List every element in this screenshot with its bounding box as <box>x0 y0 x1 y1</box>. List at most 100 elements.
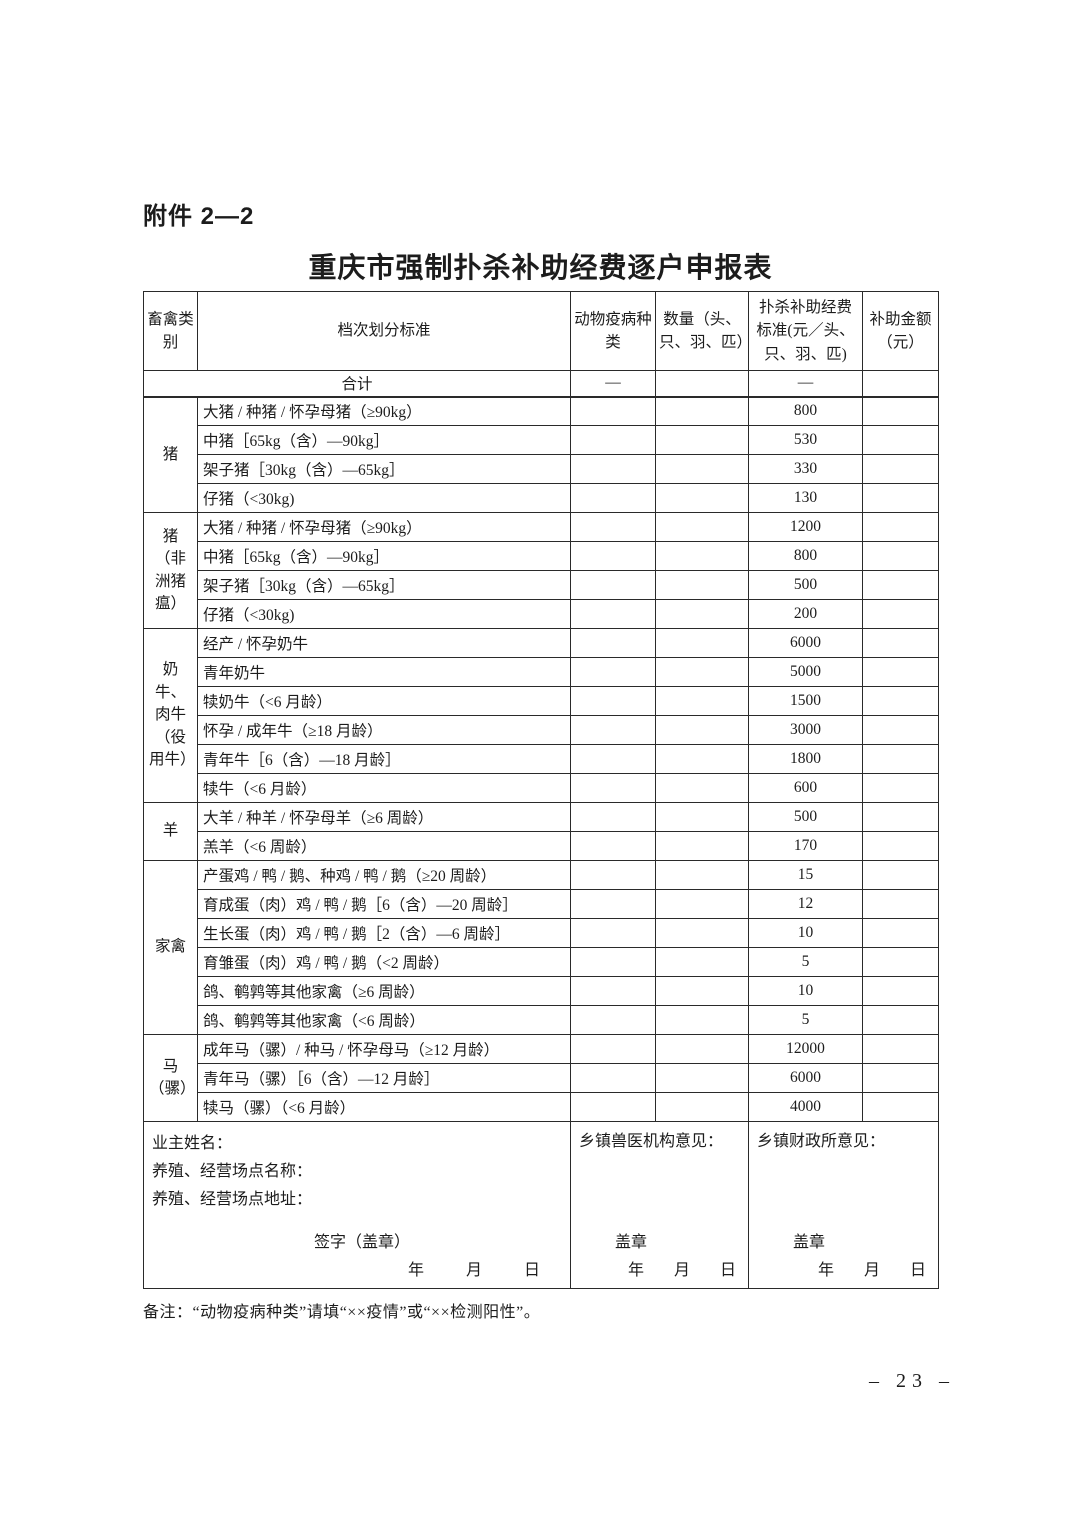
total-amount-cell <box>862 370 939 398</box>
quantity-cell <box>655 860 749 890</box>
table-row: 青年牛［6（含）—18 月龄］ 1800 <box>144 744 939 774</box>
grade-cell: 大羊 / 种羊 / 怀孕母羊（≥6 周龄） <box>197 802 571 832</box>
table-row: 犊奶牛（<6 月龄） 1500 <box>144 686 939 716</box>
amount-cell <box>862 773 939 803</box>
grade-cell: 青年牛［6（含）—18 月龄］ <box>197 744 571 774</box>
standard-cell: 500 <box>748 570 863 600</box>
standard-cell: 5000 <box>748 657 863 687</box>
table-row: 中猪［65kg（含）—90kg］ 800 <box>144 541 939 571</box>
grade-cell: 育成蛋（肉）鸡 / 鸭 / 鹅［6（含）—20 周龄］ <box>197 889 571 919</box>
grade-cell: 鸽、鹌鹑等其他家禽（≥6 周龄） <box>197 976 571 1006</box>
amount-cell <box>862 425 939 455</box>
disease-cell <box>570 860 656 890</box>
amount-cell <box>862 918 939 948</box>
grade-cell: 犊奶牛（<6 月龄） <box>197 686 571 716</box>
disease-cell <box>570 715 656 745</box>
amount-cell <box>862 512 939 542</box>
standard-cell: 1500 <box>748 686 863 716</box>
table-row: 仔猪（<30kg) 130 <box>144 483 939 513</box>
grade-cell: 仔猪（<30kg) <box>197 599 571 629</box>
table-row: 猪（非洲猪瘟） 大猪 / 种猪 / 怀孕母猪（≥90kg） 1200 <box>143 512 939 629</box>
standard-cell: 5 <box>748 1005 863 1035</box>
standard-cell: 200 <box>748 599 863 629</box>
column-header: 档次划分标准 <box>197 291 571 371</box>
date-part: 月 <box>863 1262 880 1279</box>
grade-cell: 成年马（骡）/ 种马 / 怀孕母马（≥12 月龄） <box>197 1034 571 1064</box>
grade-cell: 犊牛（<6 月龄） <box>197 773 571 803</box>
table-row: 奶牛、肉牛（役用牛） 经产 / 怀孕奶牛 6000 <box>143 628 939 803</box>
table-row: 青年马（骡）［6（含）—12 月龄］ 6000 <box>144 1063 939 1093</box>
standard-cell: 5 <box>748 947 863 977</box>
date-line: 年月日 <box>572 1252 748 1288</box>
column-header: 数量（头、只、羽、匹） <box>655 291 749 371</box>
grade-cell: 架子猪［30kg（含）—65kg］ <box>197 454 571 484</box>
amount-cell <box>862 976 939 1006</box>
standard-cell: 530 <box>748 425 863 455</box>
standard-cell: 3000 <box>748 715 863 745</box>
amount-cell <box>862 599 939 629</box>
category-cell: 猪 <box>143 396 198 513</box>
disease-cell <box>570 889 656 919</box>
standard-cell: 12000 <box>748 1034 863 1064</box>
date-part: 日 <box>909 1262 926 1279</box>
table-row: 育成蛋（肉）鸡 / 鸭 / 鹅［6（含）—20 周龄］ 12 <box>144 889 939 919</box>
quantity-cell <box>655 599 749 629</box>
grade-cell: 大猪 / 种猪 / 怀孕母猪（≥90kg） <box>197 396 571 426</box>
page-number: – 23 – <box>869 1370 955 1392</box>
standard-cell: 12 <box>748 889 863 919</box>
standard-cell: 6000 <box>748 1063 863 1093</box>
quantity-cell <box>655 1034 749 1064</box>
disease-cell <box>570 831 656 861</box>
total-standard-cell: — <box>748 370 863 398</box>
quantity-cell <box>655 889 749 919</box>
disease-cell <box>570 918 656 948</box>
table-row: 鸽、鹌鹑等其他家禽（≥6 周龄） 10 <box>144 976 939 1006</box>
standard-cell: 330 <box>748 454 863 484</box>
owner-cell: 业主姓名： 养殖、经营场点名称： 养殖、经营场点地址： 签字（盖章） 年 月 日 <box>143 1121 571 1289</box>
quantity-cell <box>655 918 749 948</box>
grade-cell: 青年马（骡）［6（含）—12 月龄］ <box>197 1063 571 1093</box>
disease-cell <box>570 454 656 484</box>
category-cell: 猪（非洲猪瘟） <box>143 512 198 629</box>
quantity-cell <box>655 802 749 832</box>
table-row: 中猪［65kg（含）—90kg］ 530 <box>144 425 939 455</box>
standard-cell: 800 <box>748 396 863 426</box>
seal-label: 盖章 <box>793 1234 826 1251</box>
finance-opinion-cell-label: 乡镇财政所意见： <box>757 1133 886 1150</box>
date-part: 月 <box>673 1262 690 1279</box>
quantity-cell <box>655 512 749 542</box>
quantity-cell <box>655 831 749 861</box>
standard-cell: 10 <box>748 976 863 1006</box>
seal-label: 盖章 <box>615 1234 648 1251</box>
grade-cell: 生长蛋（肉）鸡 / 鸭 / 鹅［2（含）—6 周龄］ <box>197 918 571 948</box>
grade-cell: 大猪 / 种猪 / 怀孕母猪（≥90kg） <box>197 512 571 542</box>
quantity-cell <box>655 425 749 455</box>
grade-cell: 鸽、鹌鹑等其他家禽（<6 周龄） <box>197 1005 571 1035</box>
grade-cell: 中猪［65kg（含）—90kg］ <box>197 425 571 455</box>
disease-cell <box>570 1034 656 1064</box>
grade-cell: 经产 / 怀孕奶牛 <box>197 628 571 658</box>
table-row: 架子猪［30kg（含）—65kg］ 500 <box>144 570 939 600</box>
table-row: 猪大猪 / 种猪 / 怀孕母猪（≥90kg） 800 <box>143 396 939 513</box>
finance-opinion-cell: 乡镇财政所意见： 盖章年 月 日 <box>748 1121 939 1289</box>
total-label-cell: 合计 <box>143 370 571 398</box>
amount-cell <box>862 1092 939 1122</box>
amount-cell <box>862 1034 939 1064</box>
category-cell: 羊 <box>143 802 198 861</box>
total-row: 合计 — — <box>143 370 939 398</box>
quantity-cell <box>655 686 749 716</box>
column-header: 扑杀补助经费标准(元／头、只、羽、匹) <box>748 291 863 371</box>
standard-cell: 15 <box>748 860 863 890</box>
amount-cell <box>862 1005 939 1035</box>
disease-cell <box>570 1063 656 1093</box>
table-row: 架子猪［30kg（含）—65kg］ 330 <box>144 454 939 484</box>
date-line: 年月日 <box>750 1252 938 1288</box>
category-cell: 家禽 <box>143 860 198 1035</box>
date-part: 年 <box>627 1262 644 1279</box>
disease-cell <box>570 802 656 832</box>
amount-cell <box>862 744 939 774</box>
quantity-cell <box>655 483 749 513</box>
amount-cell <box>862 831 939 861</box>
disease-cell <box>570 396 656 426</box>
disease-cell <box>570 686 656 716</box>
